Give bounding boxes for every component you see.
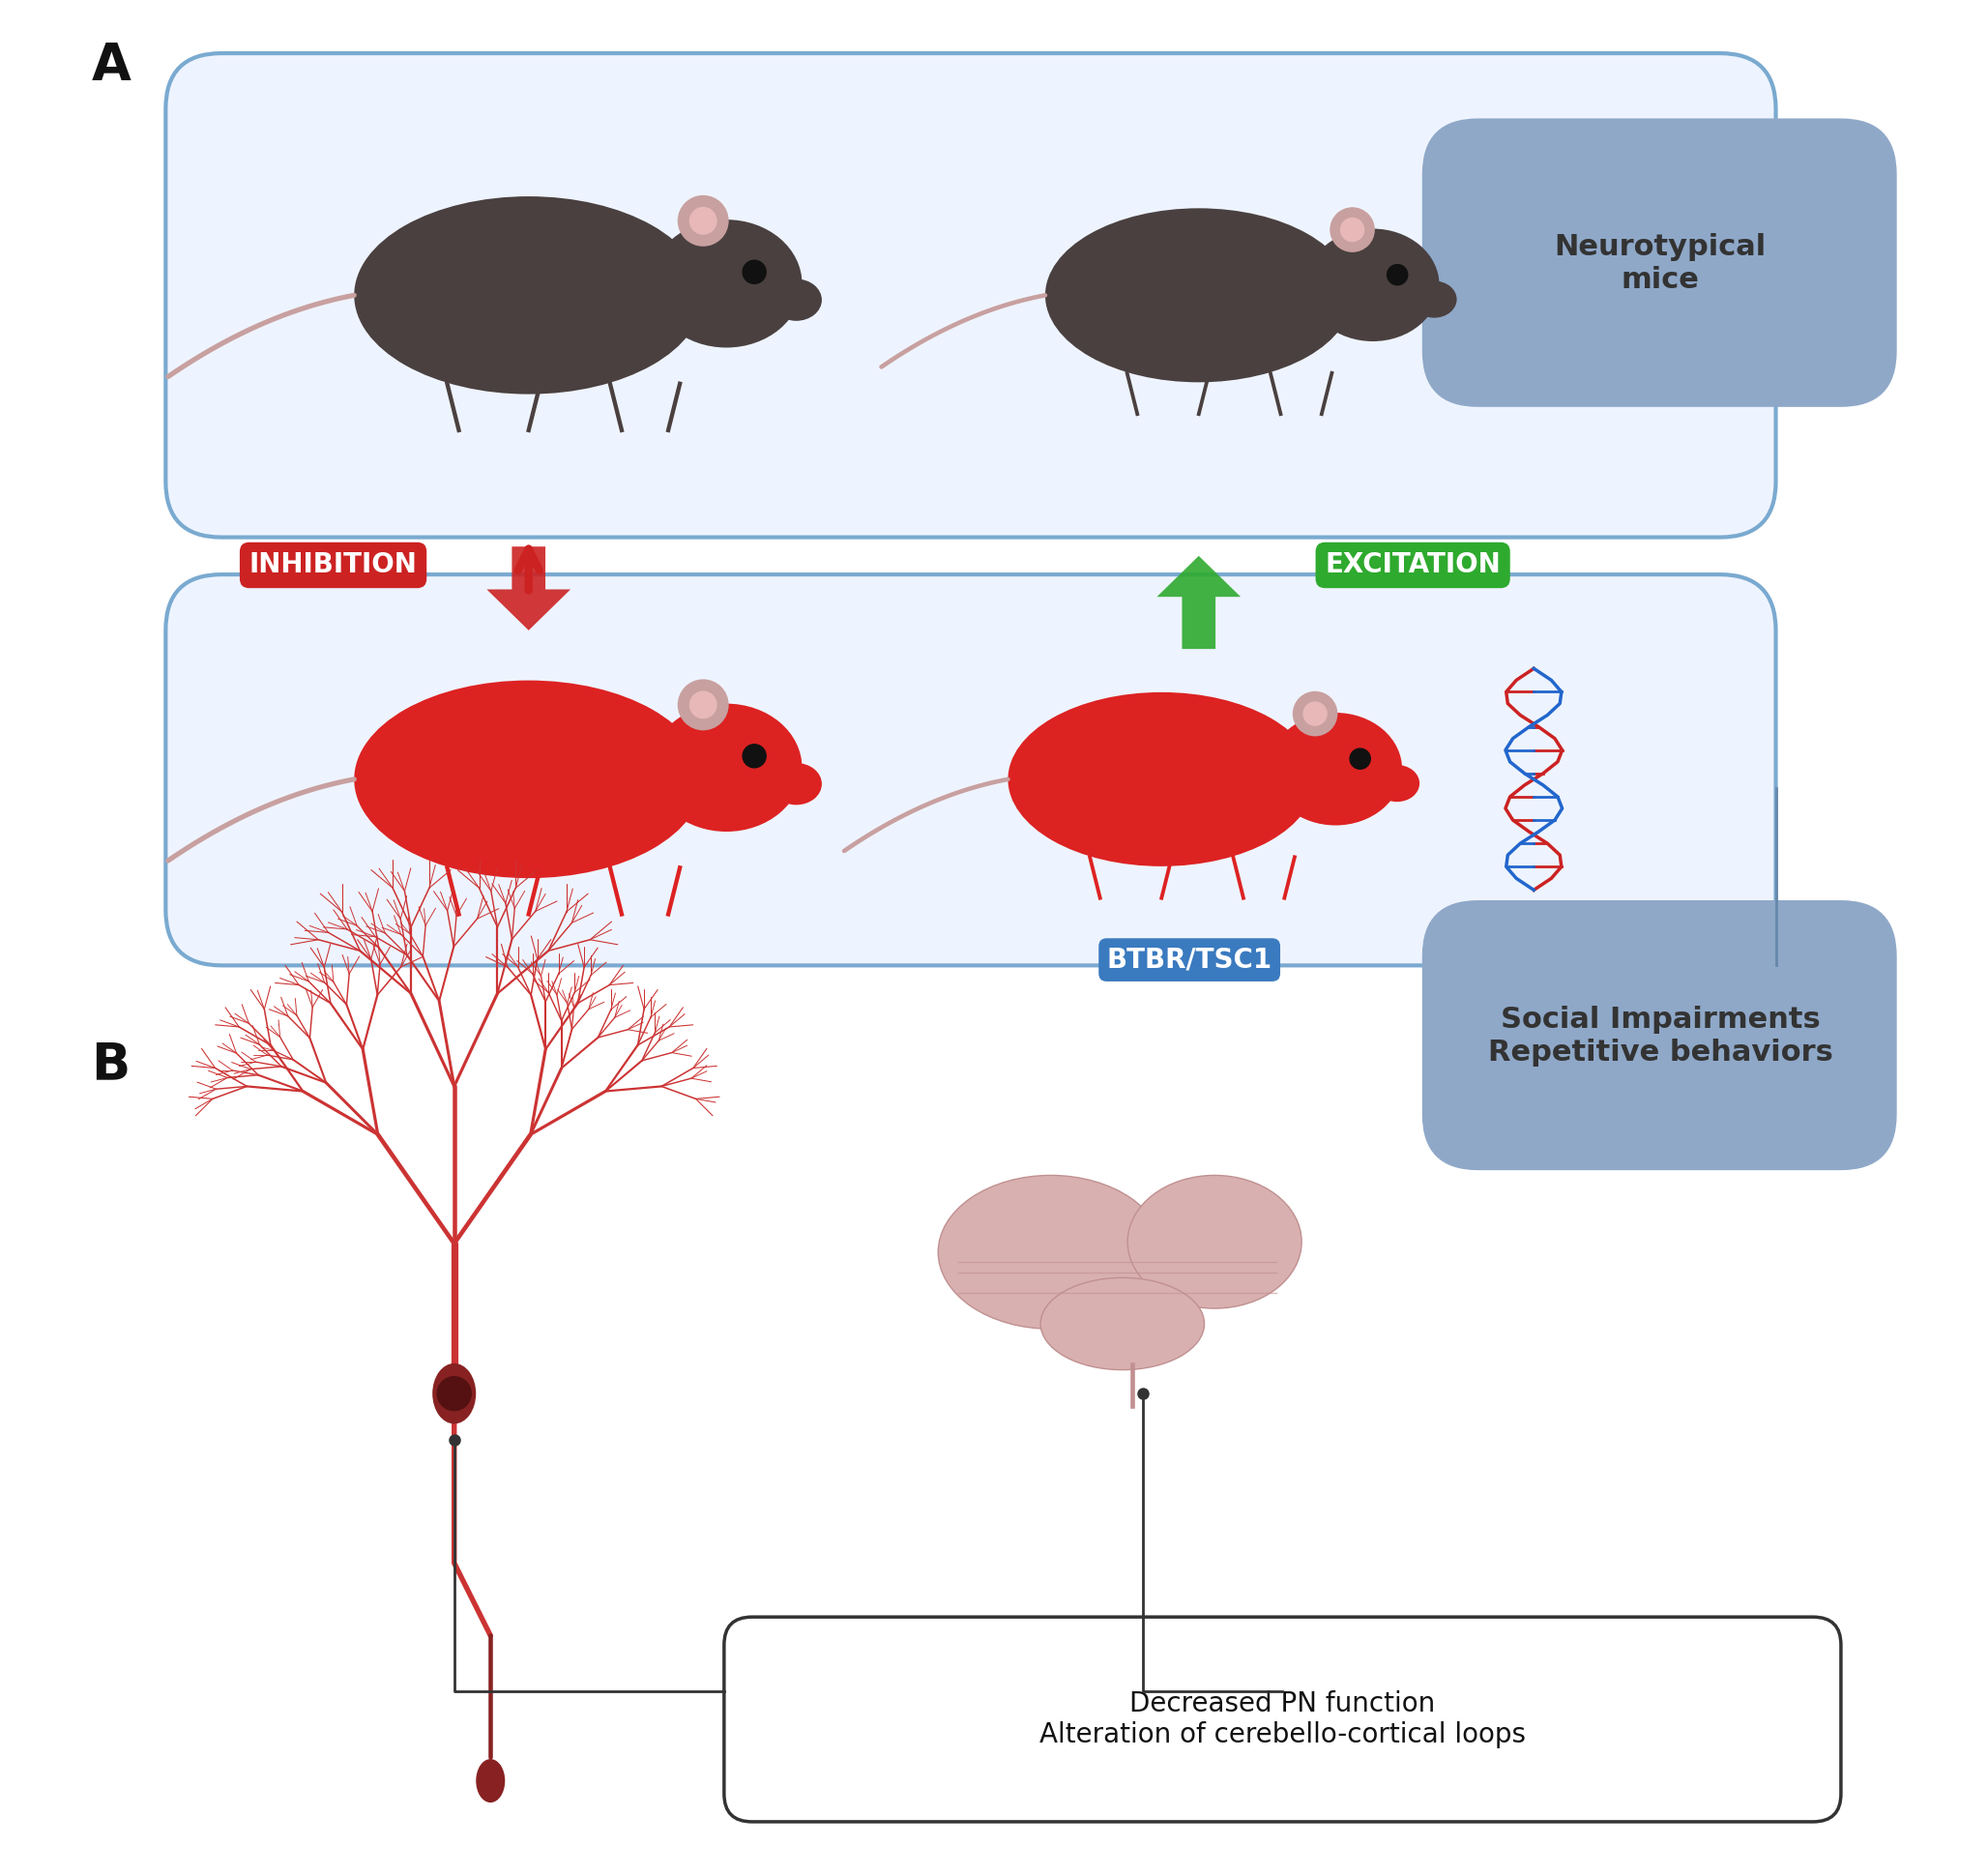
Text: Neurotypical
mice: Neurotypical mice bbox=[1555, 233, 1767, 294]
Ellipse shape bbox=[1302, 701, 1328, 726]
Ellipse shape bbox=[678, 679, 730, 731]
Text: A: A bbox=[91, 39, 131, 90]
Ellipse shape bbox=[1292, 692, 1338, 737]
Text: Social Impairments
Repetitive behaviors: Social Impairments Repetitive behaviors bbox=[1487, 1005, 1833, 1067]
Ellipse shape bbox=[690, 690, 718, 718]
FancyBboxPatch shape bbox=[724, 1616, 1841, 1822]
Ellipse shape bbox=[1374, 765, 1419, 803]
Text: B: B bbox=[91, 1041, 129, 1089]
Ellipse shape bbox=[678, 195, 730, 246]
Ellipse shape bbox=[650, 703, 801, 833]
Ellipse shape bbox=[1340, 218, 1364, 242]
Text: Decreased PN function
Alteration of cerebello-cortical loops: Decreased PN function Alteration of cere… bbox=[1040, 1689, 1525, 1749]
FancyBboxPatch shape bbox=[165, 574, 1775, 966]
Ellipse shape bbox=[771, 279, 821, 321]
Ellipse shape bbox=[771, 763, 821, 804]
Text: EXCITATION: EXCITATION bbox=[1324, 551, 1501, 579]
Ellipse shape bbox=[354, 681, 704, 878]
Circle shape bbox=[1350, 748, 1370, 769]
FancyBboxPatch shape bbox=[1421, 118, 1897, 407]
Circle shape bbox=[437, 1376, 471, 1410]
Ellipse shape bbox=[938, 1176, 1163, 1329]
Ellipse shape bbox=[650, 219, 801, 347]
Ellipse shape bbox=[354, 197, 704, 394]
FancyBboxPatch shape bbox=[165, 53, 1775, 538]
FancyBboxPatch shape bbox=[1421, 900, 1897, 1170]
Text: INHIBITION: INHIBITION bbox=[248, 551, 417, 579]
Ellipse shape bbox=[1306, 229, 1439, 341]
Ellipse shape bbox=[1411, 281, 1457, 317]
FancyArrow shape bbox=[487, 548, 571, 630]
Circle shape bbox=[1388, 264, 1408, 285]
Ellipse shape bbox=[1040, 1277, 1205, 1371]
Ellipse shape bbox=[1046, 208, 1352, 382]
Circle shape bbox=[744, 744, 765, 767]
Ellipse shape bbox=[475, 1759, 505, 1802]
Ellipse shape bbox=[1268, 713, 1402, 825]
FancyArrow shape bbox=[1157, 555, 1241, 649]
Circle shape bbox=[744, 261, 765, 283]
Ellipse shape bbox=[690, 206, 718, 234]
Ellipse shape bbox=[433, 1363, 475, 1423]
Ellipse shape bbox=[1008, 692, 1316, 866]
Ellipse shape bbox=[1330, 208, 1376, 253]
Text: BTBR/TSC1: BTBR/TSC1 bbox=[1107, 947, 1272, 973]
Ellipse shape bbox=[1127, 1176, 1302, 1309]
